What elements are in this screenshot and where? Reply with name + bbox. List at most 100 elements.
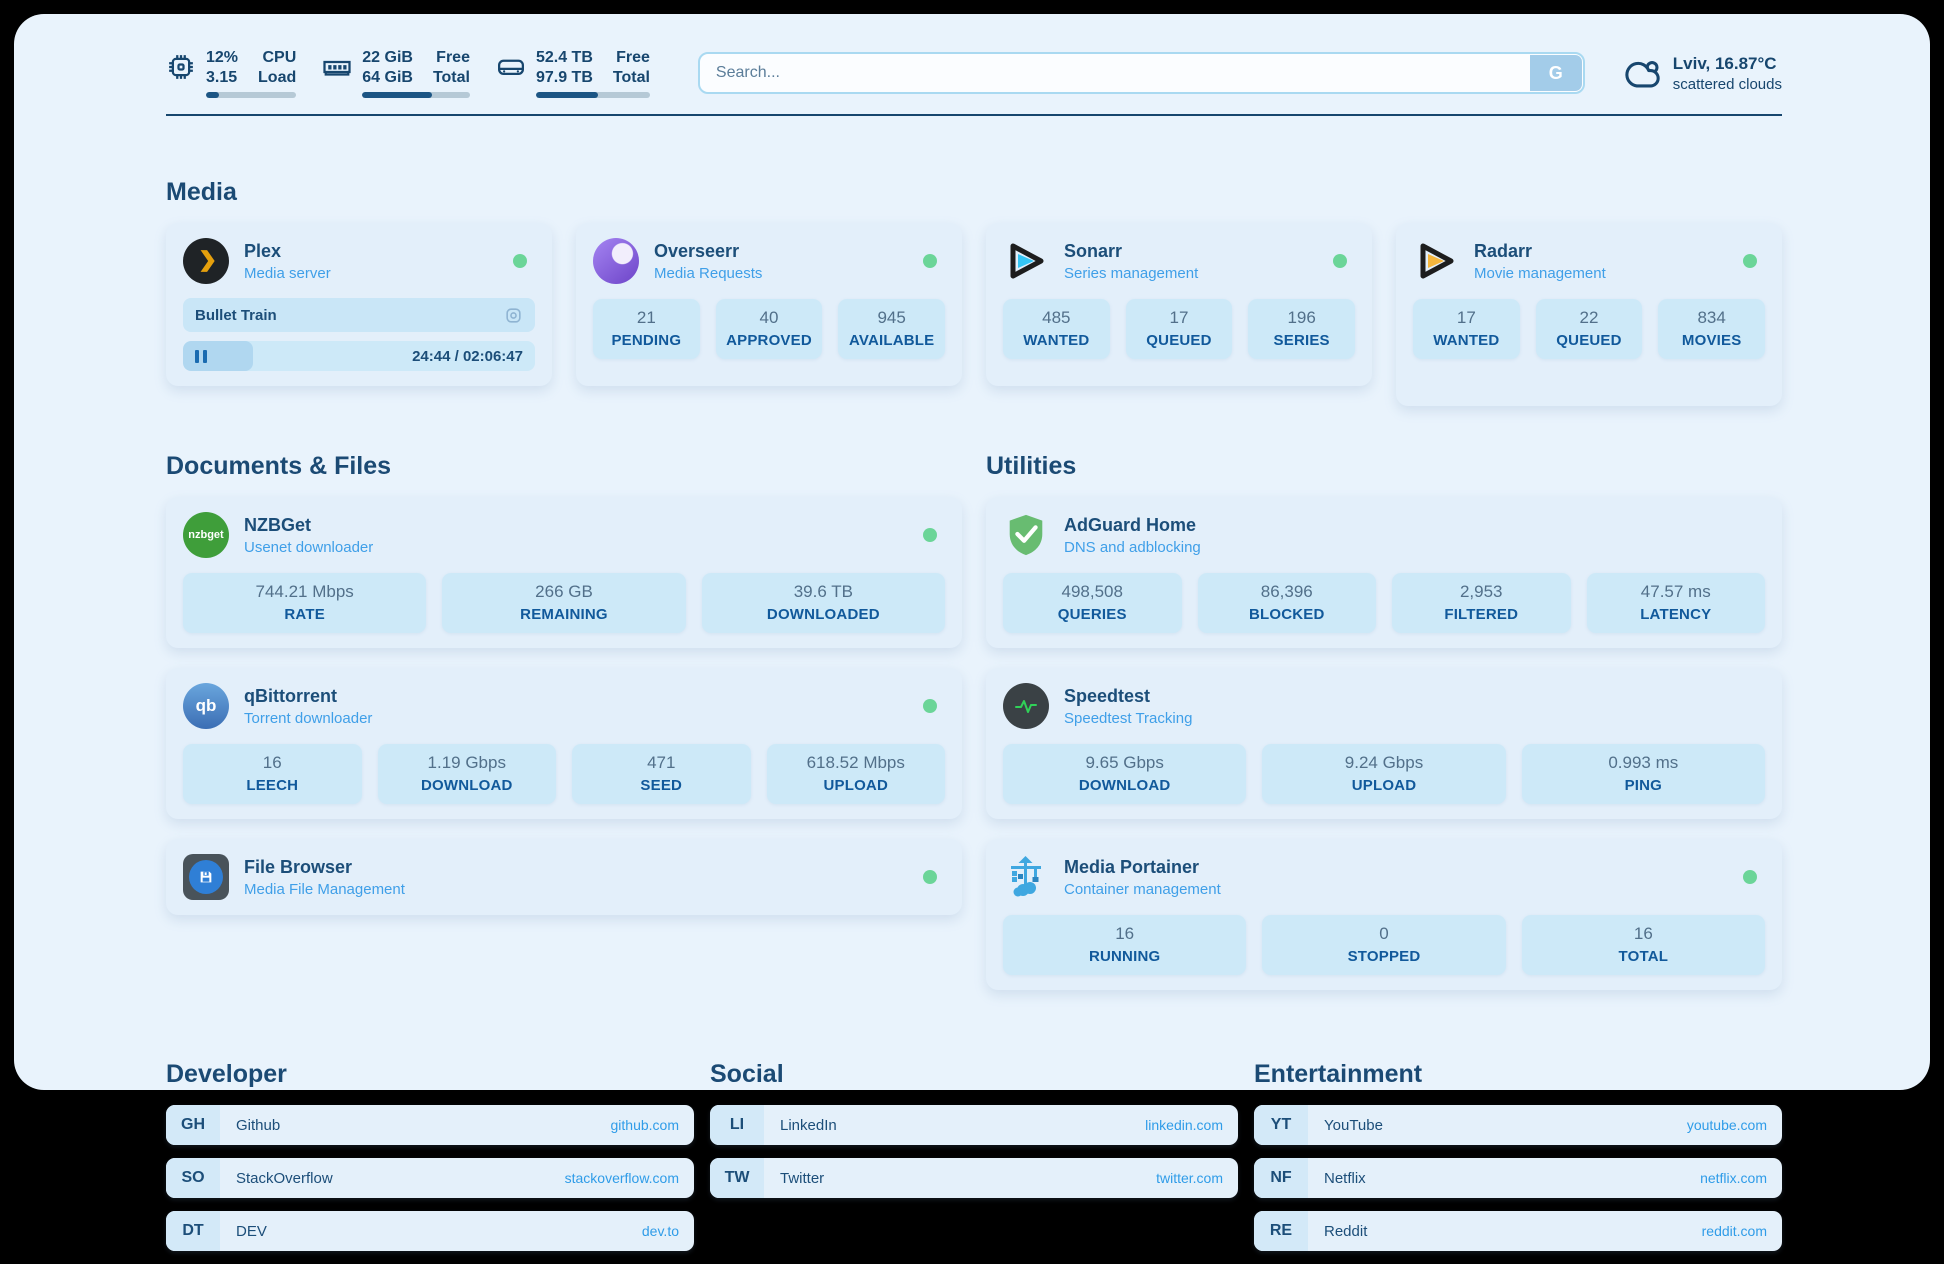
pause-icon[interactable] — [195, 350, 207, 363]
status-online-dot — [1743, 870, 1757, 884]
bookmark-url[interactable]: twitter.com — [1156, 1170, 1223, 1186]
bookmark-url[interactable]: youtube.com — [1687, 1117, 1767, 1133]
adguard-card[interactable]: AdGuard Home DNS and adblocking 498,508 … — [986, 497, 1782, 648]
entertainment-column: Entertainment YT YouTube youtube.com NF … — [1254, 1060, 1782, 1264]
disk-total-label: Total — [613, 68, 650, 88]
bookmark-netflix[interactable]: NF Netflix netflix.com — [1254, 1158, 1782, 1198]
stat-value: 618.52 Mbps — [771, 753, 942, 773]
bookmark-github[interactable]: GH Github github.com — [166, 1105, 694, 1145]
ram-icon — [322, 52, 352, 82]
stat-tile: 9.24 Gbps UPLOAD — [1262, 744, 1505, 804]
bookmark-dev[interactable]: DT DEV dev.to — [166, 1211, 694, 1251]
topbar-divider — [166, 114, 1782, 116]
search-input[interactable] — [698, 52, 1585, 94]
bookmark-abbr: SO — [166, 1158, 220, 1198]
stat-label: WANTED — [1417, 332, 1516, 349]
ram-progress-bar — [362, 92, 470, 98]
session-gear-icon[interactable] — [504, 306, 523, 325]
qbittorrent-card[interactable]: qb qBittorrent Torrent downloader 16 LEE… — [166, 668, 962, 819]
disk-widget: 52.4 TB 97.9 TB Free Total — [496, 48, 650, 99]
bookmark-url[interactable]: dev.to — [642, 1223, 679, 1239]
bookmark-linkedin[interactable]: LI LinkedIn linkedin.com — [710, 1105, 1238, 1145]
google-search-button[interactable]: G — [1530, 55, 1582, 91]
stat-value: 17 — [1130, 308, 1229, 328]
stat-label: SEED — [576, 777, 747, 794]
bookmark-stackoverflow[interactable]: SO StackOverflow stackoverflow.com — [166, 1158, 694, 1198]
bookmark-name: Netflix — [1324, 1170, 1366, 1187]
top-bar: 12% 3.15 CPU Load — [166, 44, 1782, 102]
weather-widget: Lviv, 16.87°C scattered clouds — [1619, 54, 1782, 93]
app-name: Sonarr — [1064, 241, 1198, 262]
app-subtitle: DNS and adblocking — [1064, 539, 1201, 556]
stat-tile: 16 TOTAL — [1522, 915, 1765, 975]
bookmark-url[interactable]: stackoverflow.com — [565, 1170, 679, 1186]
stat-tile: 0.993 ms PING — [1522, 744, 1765, 804]
bookmark-url[interactable]: linkedin.com — [1145, 1117, 1223, 1133]
status-online-dot — [923, 699, 937, 713]
bookmark-youtube[interactable]: YT YouTube youtube.com — [1254, 1105, 1782, 1145]
app-name: NZBGet — [244, 515, 373, 536]
stat-tile: 744.21 Mbps RATE — [183, 573, 426, 633]
plex-icon — [183, 238, 229, 284]
stat-tile: 16 RUNNING — [1003, 915, 1246, 975]
developer-column: Developer GH Github github.com SO StackO… — [166, 1060, 694, 1264]
section-title-social: Social — [710, 1060, 1238, 1089]
stat-label: LEECH — [187, 777, 358, 794]
stat-value: 39.6 TB — [706, 582, 941, 602]
status-online-dot — [1743, 254, 1757, 268]
app-name: qBittorrent — [244, 686, 372, 707]
stat-label: RATE — [187, 606, 422, 623]
nzbget-card[interactable]: nzbget NZBGet Usenet downloader 744.21 M… — [166, 497, 962, 648]
stat-value: 40 — [720, 308, 819, 328]
bookmark-reddit[interactable]: RE Reddit reddit.com — [1254, 1211, 1782, 1251]
stat-value: 1.19 Gbps — [382, 753, 553, 773]
stat-tile: 266 GB REMAINING — [442, 573, 685, 633]
bookmark-url[interactable]: reddit.com — [1702, 1223, 1767, 1239]
stat-value: 485 — [1007, 308, 1106, 328]
stat-tile: 40 APPROVED — [716, 299, 823, 359]
stat-value: 16 — [187, 753, 358, 773]
stat-label: APPROVED — [720, 332, 819, 349]
section-title-media: Media — [166, 178, 1782, 207]
portainer-icon — [1003, 854, 1049, 900]
app-name: Plex — [244, 241, 331, 262]
overseerr-card[interactable]: Overseerr Media Requests 21 PENDING 40 A… — [576, 223, 962, 386]
weather-condition: scattered clouds — [1673, 76, 1782, 93]
stat-label: STOPPED — [1266, 948, 1501, 965]
section-title-documents: Documents & Files — [166, 452, 962, 481]
speedtest-card[interactable]: Speedtest Speedtest Tracking 9.65 Gbps D… — [986, 668, 1782, 819]
sonarr-card[interactable]: Sonarr Series management 485 WANTED 17 Q… — [986, 223, 1372, 386]
stat-label: AVAILABLE — [842, 332, 941, 349]
cpu-icon — [166, 52, 196, 82]
disk-progress-bar — [536, 92, 650, 98]
bookmark-abbr: GH — [166, 1105, 220, 1145]
disk-free-label: Free — [613, 48, 650, 68]
stat-value: 9.65 Gbps — [1007, 753, 1242, 773]
stat-value: 47.57 ms — [1591, 582, 1762, 602]
app-name: Radarr — [1474, 241, 1606, 262]
now-playing-bar: Bullet Train — [183, 298, 535, 332]
filebrowser-card[interactable]: File Browser Media File Management — [166, 839, 962, 915]
stat-label: PENDING — [597, 332, 696, 349]
cloud-icon — [1619, 55, 1661, 91]
stat-label: UPLOAD — [771, 777, 942, 794]
cpu-load-value: 3.15 — [206, 68, 238, 88]
portainer-card[interactable]: Media Portainer Container management 16 … — [986, 839, 1782, 990]
app-name: Speedtest — [1064, 686, 1192, 707]
cpu-widget: 12% 3.15 CPU Load — [166, 48, 296, 99]
bookmark-url[interactable]: github.com — [611, 1117, 679, 1133]
bookmark-url[interactable]: netflix.com — [1700, 1170, 1767, 1186]
disk-total-value: 97.9 TB — [536, 68, 593, 88]
stat-value: 17 — [1417, 308, 1516, 328]
stat-value: 266 GB — [446, 582, 681, 602]
stat-tile: 9.65 Gbps DOWNLOAD — [1003, 744, 1246, 804]
stat-value: 471 — [576, 753, 747, 773]
stat-label: RUNNING — [1007, 948, 1242, 965]
overseerr-icon — [593, 238, 639, 284]
bookmark-twitter[interactable]: TW Twitter twitter.com — [710, 1158, 1238, 1198]
stat-tile: 39.6 TB DOWNLOADED — [702, 573, 945, 633]
stat-tile: 0 STOPPED — [1262, 915, 1505, 975]
ram-total-value: 64 GiB — [362, 68, 413, 88]
plex-card[interactable]: Plex Media server Bullet Train 24:44 / 0… — [166, 223, 552, 386]
radarr-card[interactable]: Radarr Movie management 17 WANTED 22 QUE… — [1396, 223, 1782, 406]
